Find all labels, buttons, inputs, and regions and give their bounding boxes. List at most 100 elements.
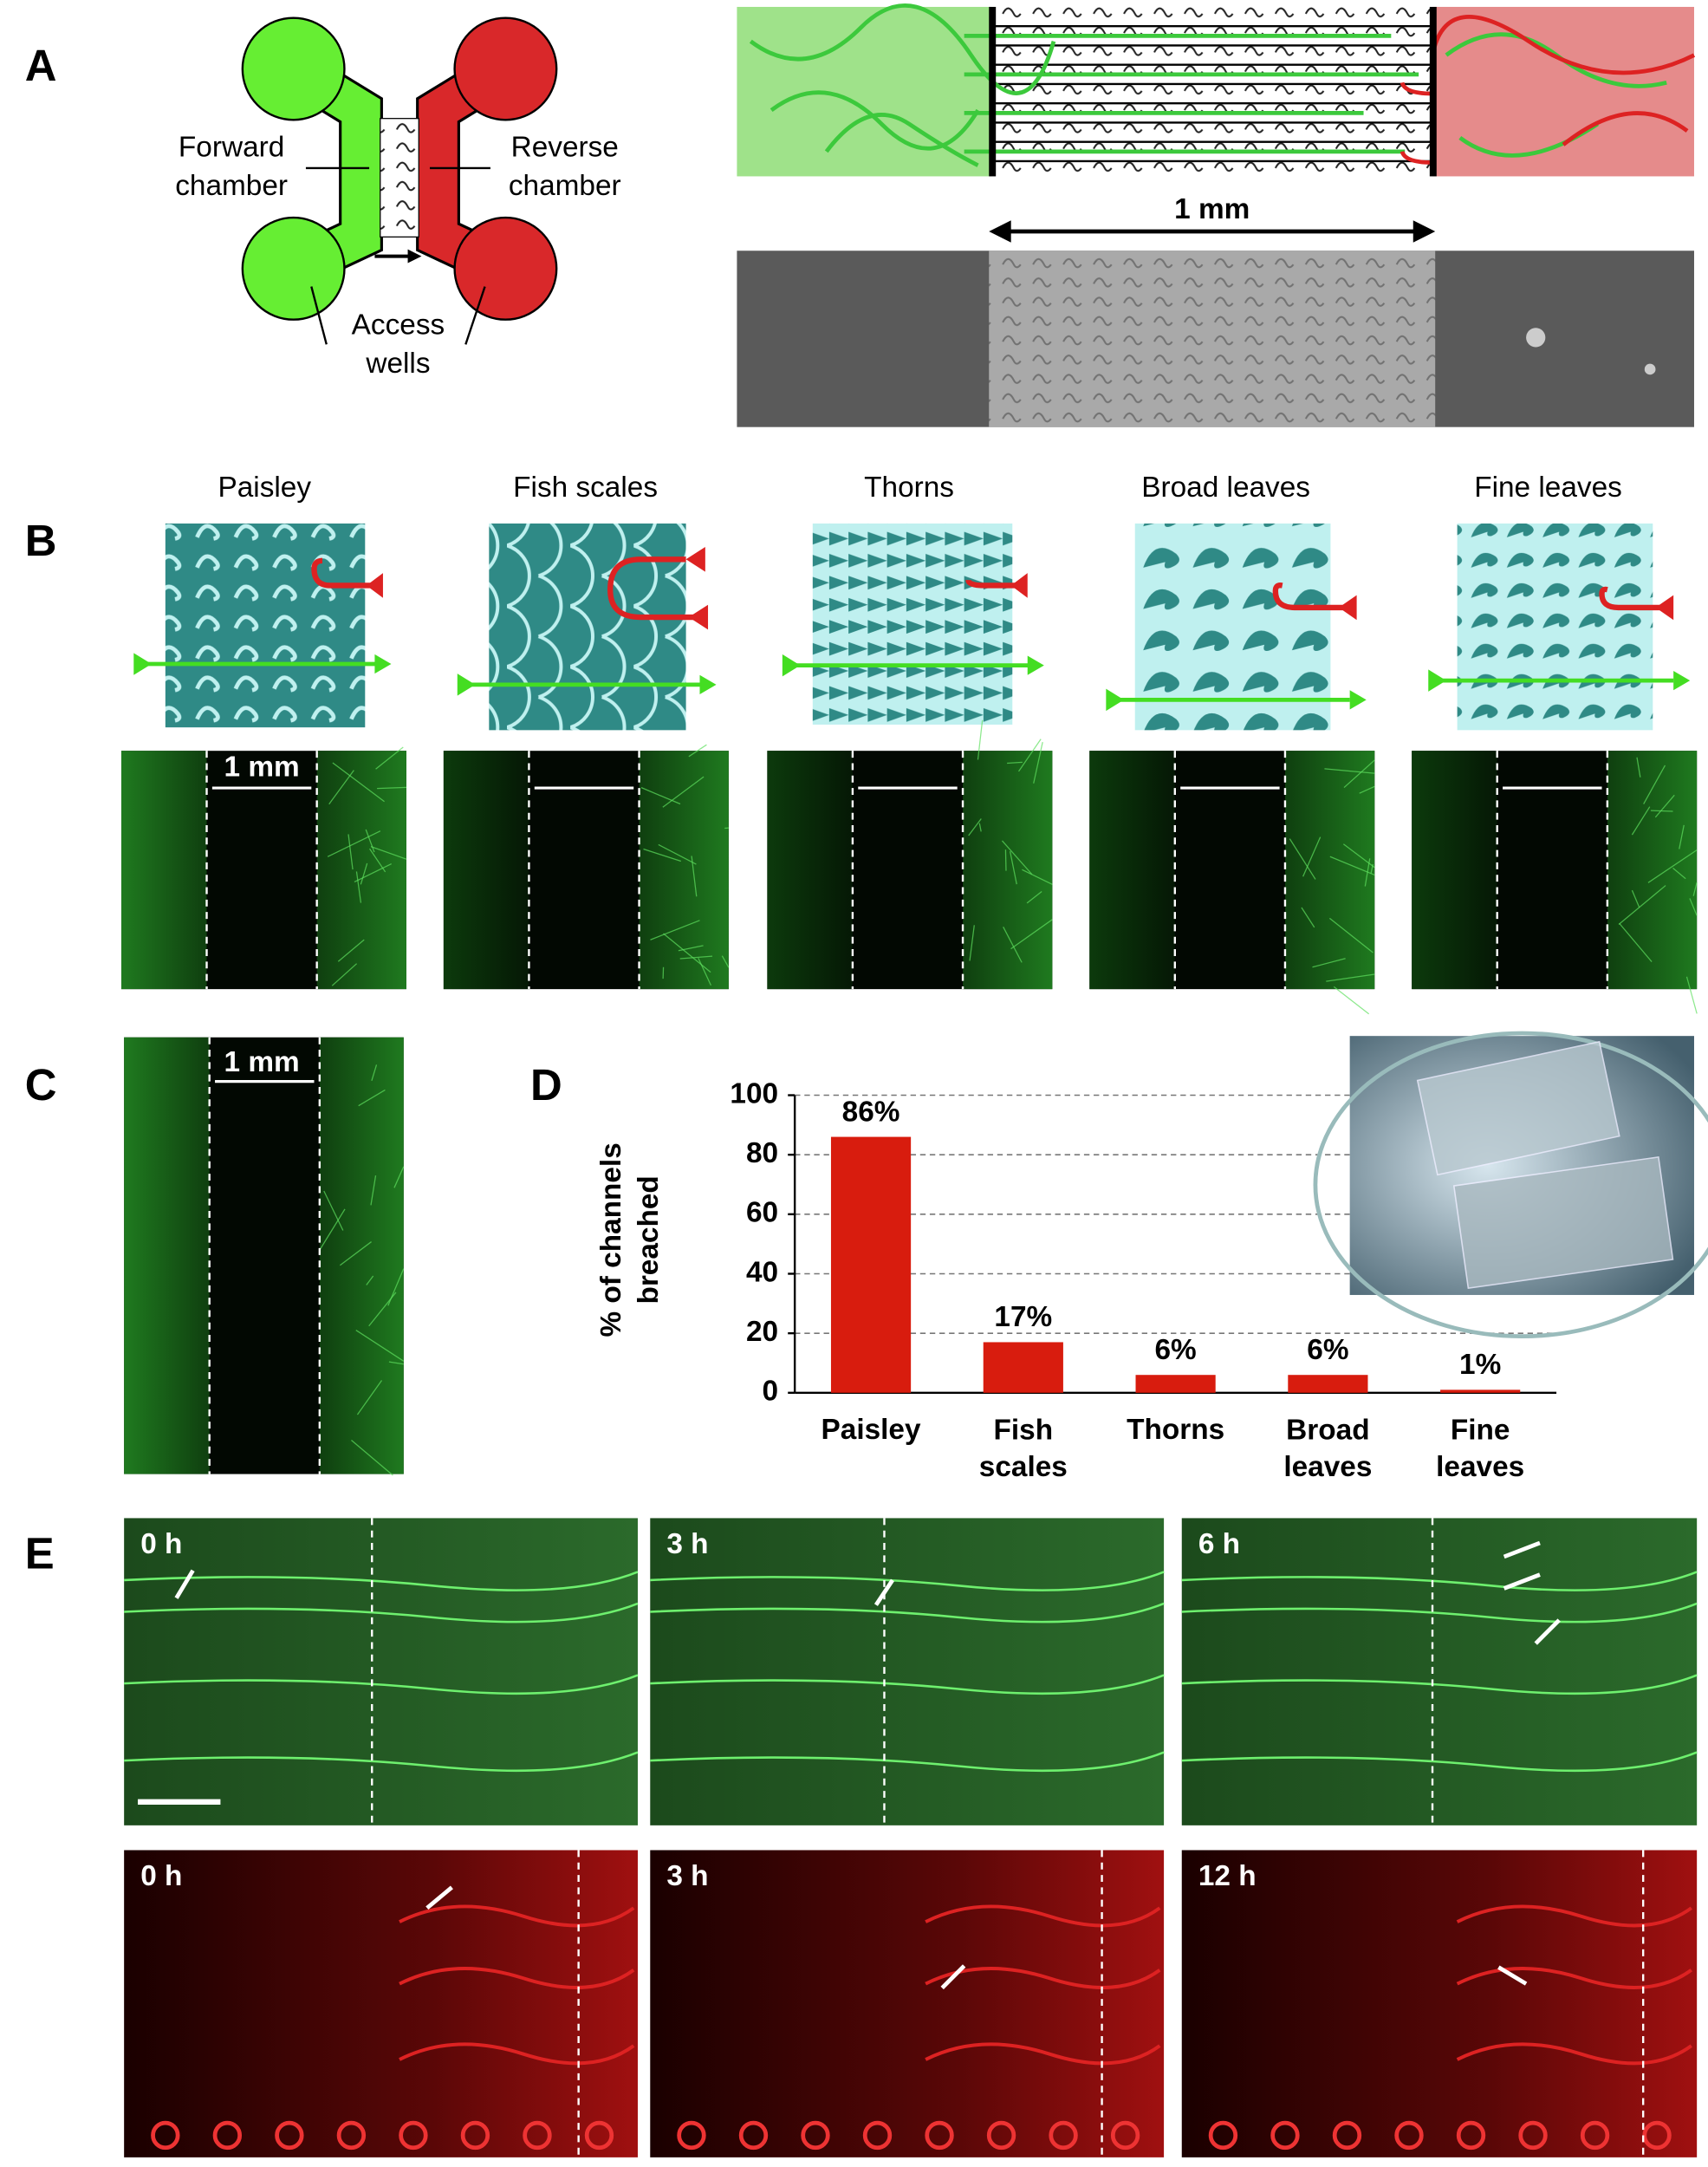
image (124, 1037, 210, 1474)
neurite (1650, 810, 1673, 812)
loop (460, 2120, 490, 2151)
loop (1332, 2120, 1362, 2151)
image (443, 751, 529, 990)
neurite (650, 920, 700, 940)
y-tick-label: 40 (746, 1256, 778, 1288)
neurite (969, 925, 975, 961)
neurite (1631, 889, 1640, 908)
neurite (351, 1440, 393, 1476)
panel-label: E (25, 1528, 55, 1578)
photo (1313, 1031, 1708, 1338)
x-tick-label: Paisley (822, 1414, 921, 1446)
neurite (319, 1208, 346, 1251)
neurite (1654, 794, 1675, 818)
neurite (698, 958, 711, 986)
neurite (393, 1166, 405, 1188)
neurite (1302, 836, 1322, 877)
neurite (1636, 757, 1641, 778)
neurite (658, 843, 697, 865)
neurite (355, 1330, 405, 1362)
label: Reverse (511, 131, 619, 163)
neurite (354, 863, 392, 883)
image (767, 751, 853, 990)
neurite (368, 1292, 397, 1327)
neurite (1689, 898, 1698, 916)
neurite (650, 1751, 1165, 1773)
neurite (1619, 922, 1653, 962)
loop (738, 2120, 769, 2151)
data-label: 6% (1307, 1334, 1348, 1366)
time-label: 12 h (1198, 1860, 1257, 1892)
neurite (1181, 1602, 1698, 1624)
loop (1456, 2120, 1486, 2151)
neurite (360, 862, 368, 885)
neurite (662, 776, 705, 808)
neurite (1017, 739, 1042, 772)
neurite (978, 823, 982, 832)
y-tick-label: 60 (746, 1197, 778, 1229)
neurite (1003, 927, 1023, 963)
y-axis-label: % of channels (595, 1142, 627, 1337)
neurite (388, 1361, 404, 1365)
loop (862, 2120, 893, 2151)
loop (801, 2120, 830, 2151)
y-tick-label: 100 (730, 1077, 778, 1110)
neurite (347, 834, 354, 870)
y-axis-label: breached (633, 1175, 665, 1304)
neurite (663, 933, 711, 973)
loop (925, 2042, 1161, 2066)
neurite (1359, 785, 1375, 794)
neurite (1004, 849, 1007, 871)
neurite (1672, 867, 1686, 880)
loop (399, 1904, 635, 1928)
arrow (425, 1885, 453, 1910)
neurite (124, 1602, 639, 1624)
loop (1456, 2042, 1692, 2066)
label: Access (352, 309, 445, 341)
y-tick-label: 20 (746, 1316, 778, 1348)
time-label: 0 h (140, 1860, 182, 1892)
loop (986, 2120, 1016, 2151)
neurite (1181, 1751, 1698, 1773)
loop (1394, 2120, 1424, 2151)
neurite (337, 939, 365, 962)
bar (983, 1342, 1063, 1393)
y-tick-label: 0 (763, 1376, 779, 1408)
arrow (1497, 1965, 1528, 1986)
neurite (679, 955, 713, 960)
arrow (174, 1569, 195, 1599)
bar (1135, 1375, 1216, 1393)
neurite (643, 848, 681, 862)
pattern-diagrams (133, 523, 1691, 731)
neurite (1312, 958, 1346, 968)
neurite (327, 830, 381, 857)
neurite (366, 1275, 374, 1285)
neurite (1679, 824, 1685, 849)
panel-label: A (25, 41, 57, 90)
neurite (370, 1175, 377, 1206)
image (1412, 751, 1497, 990)
neurite (691, 856, 698, 897)
neurite (1301, 907, 1315, 928)
image (120, 751, 207, 990)
neurite (331, 963, 358, 986)
data-label: 86% (842, 1096, 900, 1128)
loop (677, 2120, 706, 2151)
image (1607, 751, 1698, 990)
loop (336, 2120, 367, 2151)
pattern-title: Fine leaves (1474, 472, 1622, 504)
neurite (1685, 976, 1698, 1014)
photo (1452, 1156, 1674, 1290)
neurite (356, 1380, 383, 1415)
time-label: 0 h (140, 1528, 182, 1560)
neurite (371, 1064, 378, 1082)
neurite (650, 1674, 1165, 1695)
image (639, 751, 729, 990)
neurite (328, 770, 354, 805)
neurite (332, 762, 385, 803)
data-label: 1% (1459, 1349, 1501, 1381)
loop (1049, 2120, 1078, 2151)
neurite (1010, 919, 1053, 950)
loop (399, 2042, 635, 2066)
photo (1416, 1040, 1620, 1176)
